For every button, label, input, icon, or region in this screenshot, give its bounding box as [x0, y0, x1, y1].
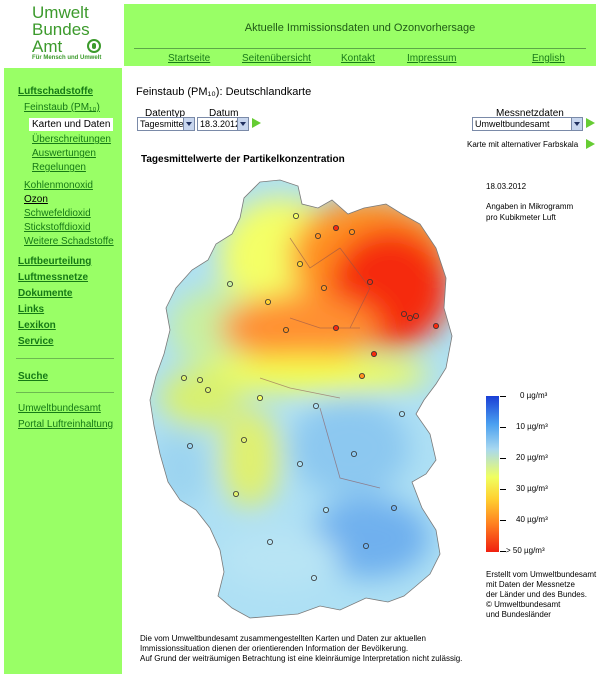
legend-tick — [500, 489, 506, 490]
chevron-down-icon — [237, 118, 248, 130]
messnetz-value: Umweltbundesamt — [475, 119, 550, 129]
go-arrow-icon[interactable] — [586, 139, 595, 149]
page-title: Feinstaub (PM₁₀): Deutschlandkarte — [136, 86, 312, 98]
sidebar: Luftschadstoffe Feinstaub (PM₁₀) Karten … — [4, 68, 122, 674]
sidebar-links[interactable]: Links — [18, 304, 45, 315]
chevron-down-icon — [183, 118, 194, 130]
messnetz-select[interactable]: Umweltbundesamt — [472, 117, 583, 131]
legend-label: 20 µg/m³ — [516, 453, 548, 462]
legend-label: 0 µg/m³ — [520, 391, 548, 400]
legend-tick — [500, 427, 506, 428]
uba-logo[interactable]: Umwelt Bundes Amt Für Mensch und Umwelt — [8, 4, 120, 66]
nav-kontakt[interactable]: Kontakt — [341, 53, 375, 64]
legend-tick — [500, 551, 506, 552]
nav-english[interactable]: English — [532, 53, 565, 64]
sidebar-service[interactable]: Service — [18, 336, 54, 347]
logo-wordmark: Umwelt Bundes Amt — [32, 3, 90, 56]
sidebar-schwefeldioxid[interactable]: Schwefeldioxid — [24, 208, 91, 219]
sidebar-ozon[interactable]: Ozon — [24, 194, 48, 205]
sidebar-karten-und-daten[interactable]: Karten und Daten — [29, 118, 114, 131]
legend-tick — [500, 396, 506, 397]
concentration-field — [150, 180, 452, 618]
germany-outline — [149, 179, 453, 619]
sidebar-weitere-schadstoffe[interactable]: Weitere Schadstoffe — [24, 236, 114, 247]
sidebar-divider — [16, 392, 114, 393]
sidebar-feinstaub[interactable]: Feinstaub (PM₁₀) — [24, 102, 100, 113]
sidebar-stickstoffdioxid[interactable]: Stickstoffdioxid — [24, 222, 91, 233]
sidebar-luftmessnetze[interactable]: Luftmessnetze — [18, 272, 89, 283]
go-arrow-icon[interactable] — [252, 118, 261, 128]
sidebar-portal-luftreinhaltung[interactable]: Portal Luftreinhaltung — [18, 419, 114, 430]
sidebar-ueberschreitungen[interactable]: Überschreitungen — [32, 134, 111, 145]
legend-label: 30 µg/m³ — [516, 484, 548, 493]
sidebar-luftschadstoffe[interactable]: Luftschadstoffe — [18, 86, 93, 97]
eagle-seal-icon — [87, 39, 101, 53]
units-note-1: Angaben in Mikrogramm — [486, 202, 574, 211]
units-note-2: pro Kubikmeter Luft — [486, 213, 556, 222]
chevron-down-icon — [571, 118, 582, 130]
map-title: Tagesmittelwerte der Partikelkonzentrati… — [141, 154, 345, 165]
sidebar-kohlenmonoxid[interactable]: Kohlenmonoxid — [24, 180, 93, 191]
map-credit: Erstellt vom Umweltbundesamt mit Daten d… — [486, 570, 597, 619]
disclaimer-text: Die vom Umweltbundesamt zusammengestellt… — [140, 634, 463, 663]
header-bar: Aktuelle Immissionsdaten und Ozonvorhers… — [124, 4, 596, 66]
alt-colorscale-link[interactable]: Karte mit alternativer Farbskala — [467, 140, 579, 149]
sidebar-dokumente[interactable]: Dokumente — [18, 288, 73, 299]
sidebar-lexikon[interactable]: Lexikon — [18, 320, 56, 331]
legend-tick — [500, 458, 506, 459]
sidebar-auswertungen[interactable]: Auswertungen — [32, 148, 96, 159]
map-date: 18.03.2012 — [486, 182, 527, 191]
sidebar-umweltbundesamt[interactable]: Umweltbundesamt — [18, 403, 101, 414]
nav-impressum[interactable]: Impressum — [407, 53, 457, 64]
measuring-stations — [181, 213, 439, 581]
legend-label: 40 µg/m³ — [516, 515, 548, 524]
datum-value: 18.3.2012 — [200, 119, 241, 129]
datum-select[interactable]: 18.3.2012 — [197, 117, 249, 131]
sidebar-luftbeurteilung[interactable]: Luftbeurteilung — [18, 256, 92, 267]
datum-label: Datum — [209, 108, 239, 119]
legend-tick — [500, 520, 506, 521]
sidebar-regelungen[interactable]: Regelungen — [32, 162, 86, 173]
header-title: Aktuelle Immissionsdaten und Ozonvorhers… — [244, 22, 476, 34]
sidebar-suche[interactable]: Suche — [18, 371, 49, 382]
datentyp-select[interactable]: Tagesmittel — [137, 117, 195, 131]
nav-seitenuebersicht[interactable]: Seitenübersicht — [242, 53, 311, 64]
legend-label: > 50 µg/m³ — [506, 546, 545, 555]
go-arrow-icon[interactable] — [586, 118, 595, 128]
legend-colorbar — [486, 396, 499, 552]
logo-subline: Für Mensch und Umwelt — [32, 55, 102, 61]
germany-pm10-map — [149, 179, 453, 619]
sidebar-divider — [16, 358, 114, 359]
datentyp-label: Datentyp — [145, 108, 186, 119]
nav-startseite[interactable]: Startseite — [168, 53, 211, 64]
datentyp-value: Tagesmittel — [140, 119, 186, 129]
header-divider — [134, 48, 586, 49]
messnetz-label: Messnetzdaten — [496, 108, 564, 119]
legend-label: 10 µg/m³ — [516, 422, 548, 431]
